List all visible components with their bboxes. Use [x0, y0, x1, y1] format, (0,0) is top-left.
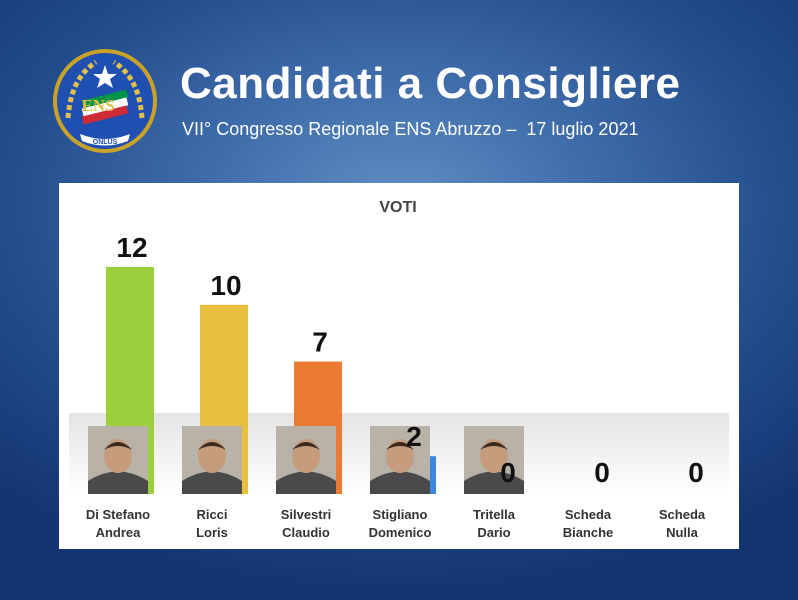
candidate-photo	[88, 426, 148, 494]
candidate-photo	[276, 426, 336, 494]
candidate-photo	[464, 426, 524, 494]
category-label-line: Domenico	[369, 525, 432, 540]
data-label: 0	[500, 457, 516, 488]
category-label-line: Loris	[196, 525, 228, 540]
data-label: 2	[406, 421, 422, 452]
category-label: Di Stefano Andrea	[86, 507, 150, 540]
candidate-photo	[182, 426, 242, 494]
category-label-line: Nulla	[666, 525, 699, 540]
data-label: 0	[688, 457, 704, 488]
data-label: 12	[116, 232, 147, 263]
star-icon	[93, 65, 117, 88]
page-title: Candidati a Consigliere	[180, 59, 681, 108]
category-label: Ricci Loris	[196, 507, 228, 540]
votes-bar-chart: VOTI 12 Di Stefano Andrea 10 Ricci Loris 7 Silv…	[69, 199, 729, 540]
chart-title: VOTI	[379, 199, 416, 216]
category-label-line: Stigliano	[373, 507, 428, 522]
chart-panel: VOTI 12 Di Stefano Andrea 10 Ricci Loris 7 Silv…	[59, 183, 739, 549]
logo-ribbon-text: ONLUS	[93, 139, 118, 146]
category-label: Tritella Dario	[473, 507, 516, 540]
category-label-line: Scheda	[565, 507, 612, 522]
logo-emblem-text: ENS	[81, 96, 114, 115]
category-label-line: Bianche	[563, 525, 614, 540]
category-label: Scheda Bianche	[563, 507, 614, 540]
candidate-photo	[370, 426, 430, 494]
category-label-line: Scheda	[659, 507, 706, 522]
category-label-line: Dario	[477, 525, 510, 540]
data-label: 7	[312, 327, 328, 358]
data-label: 10	[210, 270, 241, 301]
category-label: Stigliano Domenico	[369, 507, 432, 540]
category-label-line: Silvestri	[281, 507, 332, 522]
category-label-line: Ricci	[196, 507, 227, 522]
category-label-line: Claudio	[282, 525, 330, 540]
category-label-line: Andrea	[96, 525, 142, 540]
category-label-line: Di Stefano	[86, 507, 150, 522]
data-label: 0	[594, 457, 610, 488]
category-label: Scheda Nulla	[659, 507, 706, 540]
page-subtitle: VII° Congresso Regionale ENS Abruzzo – 1…	[182, 119, 639, 139]
category-label: Silvestri Claudio	[281, 507, 332, 540]
ens-logo: ENS ONLUS	[53, 49, 157, 153]
category-label-line: Tritella	[473, 507, 516, 522]
